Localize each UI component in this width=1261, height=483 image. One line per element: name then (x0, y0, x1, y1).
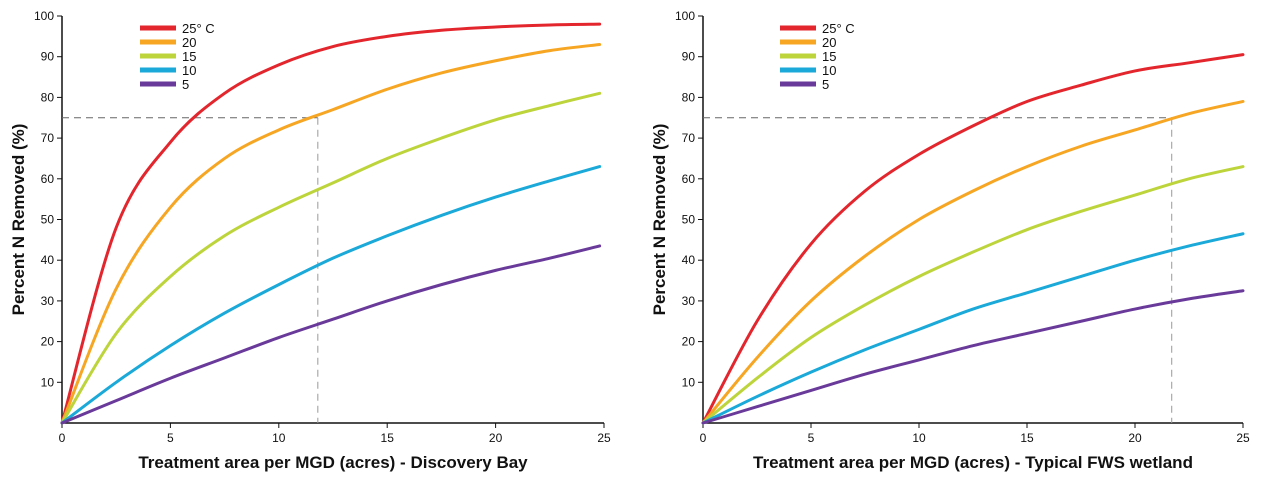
y-tick-label: 100 (34, 9, 54, 23)
x-tick-label: 15 (1020, 431, 1034, 445)
x-tick-label: 10 (912, 431, 926, 445)
legend-label: 25° C (822, 21, 855, 36)
y-axis-title: Percent N Removed (%) (650, 124, 669, 316)
y-tick-label: 10 (682, 375, 696, 389)
legend-label: 10 (182, 63, 196, 78)
x-tick-label: 20 (489, 431, 503, 445)
legend-label: 20 (182, 35, 196, 50)
legend-label: 10 (822, 63, 836, 78)
y-tick-label: 90 (682, 50, 696, 64)
series-line-3 (60, 91, 602, 425)
series-line-1 (60, 22, 602, 425)
y-tick-label: 60 (41, 172, 55, 186)
y-tick-label: 80 (682, 90, 696, 104)
legend-label: 5 (822, 77, 829, 92)
legend-label: 15 (822, 49, 836, 64)
x-tick-label: 10 (272, 431, 286, 445)
y-tick-label: 40 (682, 253, 696, 267)
series-line-3 (701, 165, 1245, 425)
y-tick-label: 30 (41, 294, 55, 308)
x-tick-label: 5 (808, 431, 815, 445)
series-line-1 (701, 53, 1245, 425)
x-tick-label: 25 (1236, 431, 1250, 445)
y-tick-label: 50 (682, 213, 696, 227)
legend-label: 20 (822, 35, 836, 50)
y-tick-label: 30 (682, 294, 696, 308)
y-tick-label: 90 (41, 50, 55, 64)
series-line-5 (60, 244, 602, 425)
x-axis-title: Treatment area per MGD (acres) - Typical… (753, 453, 1193, 472)
series-line-2 (60, 42, 602, 425)
y-tick-label: 10 (41, 375, 55, 389)
x-tick-label: 15 (381, 431, 395, 445)
y-tick-label: 40 (41, 253, 55, 267)
x-tick-label: 0 (700, 431, 707, 445)
y-tick-label: 20 (682, 335, 696, 349)
y-tick-label: 60 (682, 172, 696, 186)
x-axis-title: Treatment area per MGD (acres) - Discove… (138, 453, 528, 472)
x-tick-label: 0 (59, 431, 66, 445)
legend-label: 15 (182, 49, 196, 64)
y-tick-label: 70 (682, 131, 696, 145)
series-line-2 (701, 99, 1245, 425)
y-axis-title: Percent N Removed (%) (9, 124, 28, 316)
x-tick-label: 20 (1128, 431, 1142, 445)
series-line-4 (701, 232, 1245, 425)
x-tick-label: 25 (597, 431, 611, 445)
y-tick-label: 100 (675, 9, 695, 23)
legend-label: 5 (182, 77, 189, 92)
y-tick-label: 80 (41, 90, 55, 104)
x-tick-label: 5 (167, 431, 174, 445)
legend-label: 25° C (182, 21, 215, 36)
series-line-5 (701, 289, 1245, 425)
series-line-4 (60, 165, 602, 425)
y-tick-label: 70 (41, 131, 55, 145)
y-tick-label: 20 (41, 335, 55, 349)
y-tick-label: 50 (41, 213, 55, 227)
